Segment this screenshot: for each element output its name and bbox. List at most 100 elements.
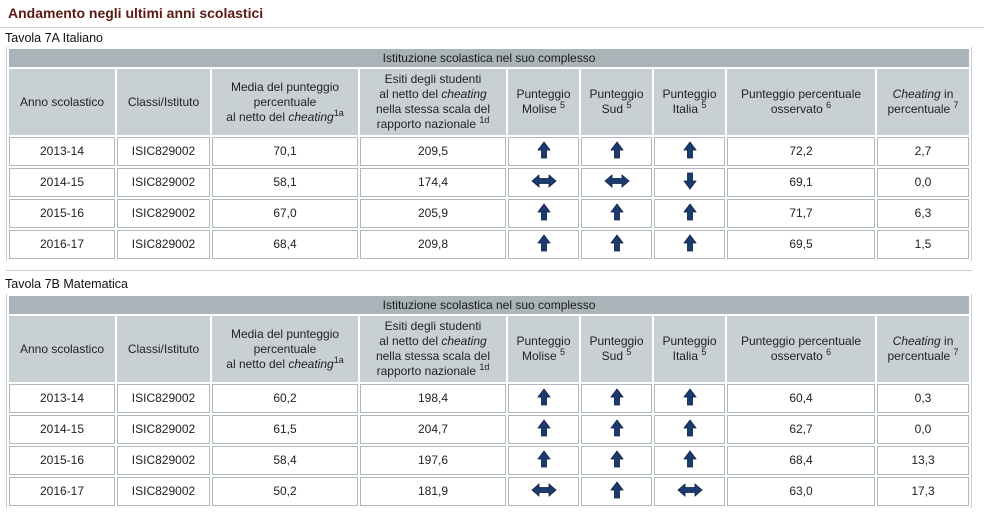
down-arrow-icon bbox=[682, 172, 697, 194]
cell-molise bbox=[508, 168, 579, 197]
page-heading-bar: Andamento negli ultimi anni scolastici bbox=[0, 0, 984, 28]
table-row: 2014-15 ISIC829002 58,1 174,4 69,1 0,0 bbox=[9, 168, 970, 197]
col-header-molise: Punteggio Molise 5 bbox=[508, 316, 579, 382]
up-arrow-icon bbox=[682, 418, 697, 441]
col-header-osservato: Punteggio percentuale osservato 6 bbox=[727, 69, 875, 135]
cell-classi: ISIC829002 bbox=[117, 199, 210, 228]
cell-anno: 2014-15 bbox=[9, 415, 115, 444]
cell-osservato: 69,1 bbox=[727, 168, 875, 197]
cell-molise bbox=[508, 137, 579, 166]
cell-molise bbox=[508, 446, 579, 475]
cell-cheating: 17,3 bbox=[877, 477, 970, 506]
table-row: 2015-16 ISIC829002 67,0 205,9 71,7 6,3 bbox=[9, 199, 970, 228]
cell-cheating: 0,0 bbox=[877, 168, 970, 197]
up-arrow-icon bbox=[682, 449, 697, 472]
table-title-italiano: Tavola 7A Italiano bbox=[5, 31, 103, 45]
col-header-sud: Punteggio Sud 5 bbox=[581, 316, 652, 382]
up-arrow-icon bbox=[536, 202, 551, 225]
up-arrow-icon bbox=[609, 418, 624, 441]
cell-anno: 2013-14 bbox=[9, 384, 115, 413]
col-header-molise: Punteggio Molise 5 bbox=[508, 69, 579, 135]
cell-cheating: 1,5 bbox=[877, 230, 970, 259]
cell-molise bbox=[508, 230, 579, 259]
cell-media: 50,2 bbox=[212, 477, 358, 506]
cell-esiti: 198,4 bbox=[360, 384, 506, 413]
cell-esiti: 209,5 bbox=[360, 137, 506, 166]
cell-anno: 2013-14 bbox=[9, 137, 115, 166]
up-arrow-icon bbox=[682, 140, 697, 163]
cell-esiti: 174,4 bbox=[360, 168, 506, 197]
up-arrow-icon bbox=[682, 202, 697, 225]
cell-osservato: 62,7 bbox=[727, 415, 875, 444]
cell-classi: ISIC829002 bbox=[117, 477, 210, 506]
table-row: 2013-14 ISIC829002 60,2 198,4 60,4 0,3 bbox=[9, 384, 970, 413]
cell-sud bbox=[581, 446, 652, 475]
up-arrow-icon bbox=[609, 387, 624, 410]
table-row: 2015-16 ISIC829002 58,4 197,6 68,4 13,3 bbox=[9, 446, 970, 475]
cell-italia bbox=[654, 230, 725, 259]
cell-cheating: 6,3 bbox=[877, 199, 970, 228]
left-right-arrow-icon bbox=[530, 482, 557, 501]
cell-cheating: 13,3 bbox=[877, 446, 970, 475]
cell-esiti: 209,8 bbox=[360, 230, 506, 259]
cell-italia bbox=[654, 446, 725, 475]
cell-sud bbox=[581, 415, 652, 444]
col-header-anno: Anno scolastico bbox=[9, 316, 115, 382]
cell-esiti: 197,6 bbox=[360, 446, 506, 475]
cell-italia bbox=[654, 199, 725, 228]
cell-classi: ISIC829002 bbox=[117, 384, 210, 413]
cell-media: 58,1 bbox=[212, 168, 358, 197]
cell-sud bbox=[581, 199, 652, 228]
cell-esiti: 204,7 bbox=[360, 415, 506, 444]
col-header-media: Media del punteggio percentuale al netto d… bbox=[212, 69, 358, 135]
col-header-media: Media del punteggio percentuale al netto d… bbox=[212, 316, 358, 382]
group-header: Istituzione scolastica nel suo complesso bbox=[9, 49, 970, 67]
cell-anno: 2016-17 bbox=[9, 477, 115, 506]
up-arrow-icon bbox=[609, 202, 624, 225]
up-arrow-icon bbox=[536, 449, 551, 472]
group-header: Istituzione scolastica nel suo complesso bbox=[9, 296, 970, 314]
cell-sud bbox=[581, 384, 652, 413]
up-arrow-icon bbox=[682, 387, 697, 410]
table-row: 2016-17 ISIC829002 68,4 209,8 69,5 1,5 bbox=[9, 230, 970, 259]
up-arrow-icon bbox=[536, 418, 551, 441]
left-right-arrow-icon bbox=[530, 173, 557, 192]
cell-italia bbox=[654, 415, 725, 444]
cell-osservato: 60,4 bbox=[727, 384, 875, 413]
col-header-esiti: Esiti degli studenti al netto del cheatin… bbox=[360, 316, 506, 382]
cell-italia bbox=[654, 168, 725, 197]
col-header-sud: Punteggio Sud 5 bbox=[581, 69, 652, 135]
table-italiano: Istituzione scolastica nel suo complesso… bbox=[6, 47, 972, 261]
cell-anno: 2014-15 bbox=[9, 168, 115, 197]
cell-molise bbox=[508, 199, 579, 228]
col-header-anno: Anno scolastico bbox=[9, 69, 115, 135]
cell-anno: 2016-17 bbox=[9, 230, 115, 259]
cell-esiti: 205,9 bbox=[360, 199, 506, 228]
col-header-classi: Classi/Istituto bbox=[117, 316, 210, 382]
cell-media: 61,5 bbox=[212, 415, 358, 444]
table-matematica: Istituzione scolastica nel suo complesso… bbox=[6, 294, 972, 508]
cell-classi: ISIC829002 bbox=[117, 230, 210, 259]
cell-classi: ISIC829002 bbox=[117, 446, 210, 475]
cell-sud bbox=[581, 477, 652, 506]
cell-osservato: 69,5 bbox=[727, 230, 875, 259]
up-arrow-icon bbox=[536, 387, 551, 410]
table-row: 2014-15 ISIC829002 61,5 204,7 62,7 0,0 bbox=[9, 415, 970, 444]
table-row: 2013-14 ISIC829002 70,1 209,5 72,2 2,7 bbox=[9, 137, 970, 166]
up-arrow-icon bbox=[609, 449, 624, 472]
up-arrow-icon bbox=[609, 233, 624, 256]
col-header-italia: Punteggio Italia 5 bbox=[654, 69, 725, 135]
cell-anno: 2015-16 bbox=[9, 446, 115, 475]
col-header-classi: Classi/Istituto bbox=[117, 69, 210, 135]
cell-italia bbox=[654, 384, 725, 413]
col-header-osservato: Punteggio percentuale osservato 6 bbox=[727, 316, 875, 382]
table-title-matematica: Tavola 7B Matematica bbox=[5, 277, 128, 291]
cell-sud bbox=[581, 230, 652, 259]
cell-osservato: 68,4 bbox=[727, 446, 875, 475]
table-row: 2016-17 ISIC829002 50,2 181,9 63,0 17,3 bbox=[9, 477, 970, 506]
cell-esiti: 181,9 bbox=[360, 477, 506, 506]
cell-media: 60,2 bbox=[212, 384, 358, 413]
left-right-arrow-icon bbox=[676, 482, 703, 501]
cell-media: 58,4 bbox=[212, 446, 358, 475]
up-arrow-icon bbox=[609, 140, 624, 163]
